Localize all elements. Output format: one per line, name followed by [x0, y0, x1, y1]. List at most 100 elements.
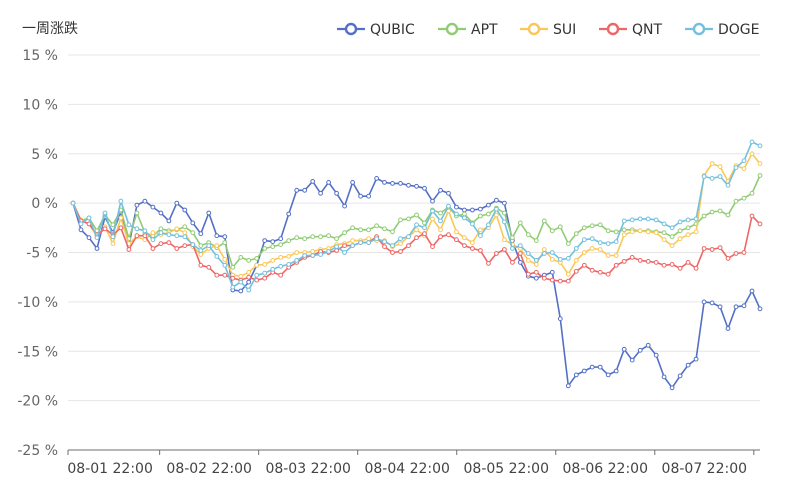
x-tick-label: 08-07 22:00: [662, 461, 747, 477]
data-point: [510, 246, 515, 251]
data-point: [406, 243, 411, 249]
data-point: [134, 226, 140, 232]
data-point: [589, 364, 595, 370]
data-point: [206, 210, 212, 216]
data-point: [597, 269, 603, 275]
x-tick-label: 08-01 22:00: [67, 461, 152, 477]
data-point: [246, 287, 252, 293]
y-axis-ticks: 15 % 10 % 5 % 0 % -5 % -10 % -15 % -20 % -25 %: [17, 48, 58, 459]
data-point: [294, 187, 300, 193]
data-point: [206, 243, 212, 249]
data-point: [470, 246, 475, 251]
data-point: [677, 236, 683, 242]
data-point: [749, 288, 755, 294]
data-point: [430, 198, 435, 204]
data-point: [717, 208, 723, 214]
data-point: [613, 262, 619, 268]
data-point: [733, 198, 739, 204]
data-point: [438, 218, 443, 224]
data-point: [757, 221, 763, 227]
data-point: [422, 231, 427, 237]
x-tick-label: 08-02 22:00: [166, 461, 251, 477]
data-point: [286, 262, 292, 267]
data-point: [581, 237, 587, 243]
data-point: [549, 277, 555, 283]
data-point: [198, 262, 204, 268]
x-tick-label: 08-03 22:00: [265, 461, 350, 477]
data-point: [581, 250, 587, 255]
x-tick-label: 08-04 22:00: [364, 461, 449, 477]
data-point: [334, 236, 340, 242]
data-point: [502, 210, 507, 216]
data-point: [182, 224, 188, 230]
data-point: [605, 228, 611, 234]
data-point: [645, 342, 651, 348]
data-point: [709, 247, 715, 252]
y-tick-label: -25 %: [17, 443, 58, 459]
data-point: [198, 231, 204, 237]
data-point: [366, 193, 372, 199]
legend-item-qnt[interactable]: QNT: [599, 22, 662, 38]
data-point: [693, 265, 699, 271]
data-point: [565, 383, 571, 389]
data-point: [350, 225, 356, 231]
data-point: [142, 233, 148, 239]
data-point: [382, 239, 387, 245]
data-point: [174, 226, 180, 232]
data-point: [358, 240, 364, 246]
data-point: [757, 306, 763, 312]
data-point: [597, 247, 603, 252]
data-point: [158, 226, 164, 232]
series-lines: [70, 139, 763, 391]
data-point: [693, 229, 699, 235]
data-point: [222, 257, 228, 262]
legend-item-qubic[interactable]: QUBIC: [337, 22, 415, 38]
data-point: [390, 250, 395, 255]
data-point: [573, 268, 579, 274]
data-point: [214, 243, 220, 249]
data-point: [118, 225, 124, 231]
data-point: [645, 216, 651, 222]
data-point: [342, 250, 348, 255]
data-point: [605, 253, 611, 258]
data-point: [549, 250, 555, 255]
data-point: [334, 190, 340, 196]
data-point: [222, 272, 228, 278]
data-point: [478, 227, 483, 233]
data-point: [733, 304, 739, 310]
data-point: [262, 246, 268, 251]
data-point: [685, 217, 691, 223]
data-point: [246, 274, 252, 280]
data-point: [637, 228, 643, 234]
x-axis: [67, 449, 760, 455]
data-point: [126, 222, 132, 228]
data-point: [446, 203, 451, 209]
legend-label: QUBIC: [370, 22, 415, 38]
data-point: [406, 182, 411, 188]
data-point: [166, 232, 172, 238]
legend-item-doge[interactable]: DOGE: [685, 22, 760, 38]
data-point: [573, 258, 579, 263]
y-tick-label: -20 %: [17, 394, 58, 410]
data-point: [557, 316, 563, 322]
series-sui: [70, 151, 763, 279]
data-point: [653, 352, 659, 358]
legend-item-sui[interactable]: SUI: [520, 22, 576, 38]
data-point: [262, 275, 268, 281]
data-point: [230, 284, 236, 290]
data-point: [470, 221, 475, 227]
data-point: [741, 158, 747, 164]
y-tick-label: -5 %: [26, 246, 58, 262]
data-point: [310, 249, 316, 254]
legend-item-apt[interactable]: APT: [438, 22, 498, 38]
data-point: [254, 272, 260, 278]
data-point: [222, 234, 228, 240]
data-point: [182, 243, 188, 249]
data-point: [637, 347, 643, 353]
data-point: [262, 262, 268, 267]
x-tick-label: 08-05 22:00: [464, 461, 549, 477]
data-point: [693, 216, 699, 222]
data-point: [494, 197, 499, 203]
data-point: [438, 234, 443, 240]
series-qubic: [70, 176, 763, 391]
